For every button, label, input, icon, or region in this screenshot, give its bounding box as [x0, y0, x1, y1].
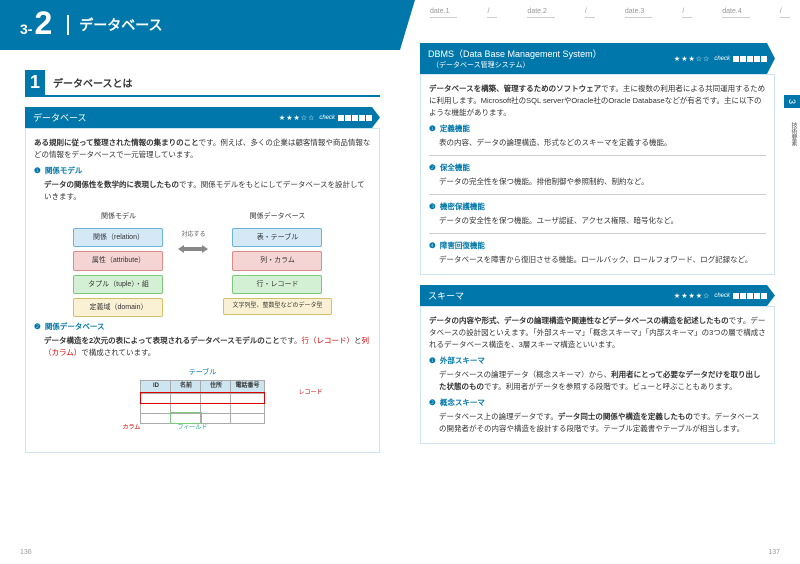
table-diagram: テーブル ID名前住所電話番号 レコード カラム フィールド	[103, 367, 303, 424]
relation-diagram: 関係モデル 関係（relation） 属性（attribute） タプル（tup…	[34, 211, 371, 317]
tag: 文字列型、整数型などのデータ型	[223, 298, 331, 316]
dbms-content: データベースを構築、管理するためのソフトウェアです。主に複数の利用者による共同運…	[420, 74, 775, 275]
sample-table: ID名前住所電話番号	[140, 380, 264, 424]
check-boxes	[338, 115, 372, 121]
tag: 行・レコード	[232, 275, 322, 294]
tag: タプル（tuple）・組	[73, 275, 163, 294]
database-content: ある規則に従って整理された情報の集まりのことです。例えば、多くの企業は顧客情報や…	[25, 128, 380, 453]
section-title: 1 データベースとは	[25, 70, 380, 97]
tag: 列・カラム	[232, 251, 322, 270]
chapter-number: 3-2	[20, 5, 52, 42]
chapter-header: 3-2 データベース	[0, 0, 400, 50]
page-number: 136	[20, 549, 32, 556]
tag: 定義域（domain）	[73, 298, 163, 317]
date-row: date.1/ date.2/ date.3/ date.4/ date.5	[420, 8, 775, 18]
schema-content: データの内容や形式、データの論理構造や関連性などデータベースの構造を記述したもの…	[420, 306, 775, 444]
tag: 関係（relation）	[73, 228, 163, 247]
check-boxes	[733, 56, 767, 62]
page-number: 137	[768, 549, 780, 556]
annotation: カラム	[123, 424, 141, 434]
arrow-icon: 対応する	[178, 211, 208, 255]
box-header-database: データベース ★★★☆☆ check	[25, 107, 380, 128]
tag: 表・テーブル	[232, 228, 322, 247]
tag: 属性（attribute）	[73, 251, 163, 270]
side-tab: 3	[784, 95, 800, 108]
side-tab-label: 技術要素	[787, 120, 800, 148]
check-boxes	[733, 293, 767, 299]
annotation: レコード	[298, 389, 322, 399]
annotation: フィールド	[178, 424, 208, 434]
chapter-title: データベース	[67, 15, 162, 35]
box-header-dbms: DBMS（Data Base Management System） （データベー…	[420, 43, 775, 74]
box-header-schema: スキーマ ★★★★☆ check	[420, 285, 775, 306]
